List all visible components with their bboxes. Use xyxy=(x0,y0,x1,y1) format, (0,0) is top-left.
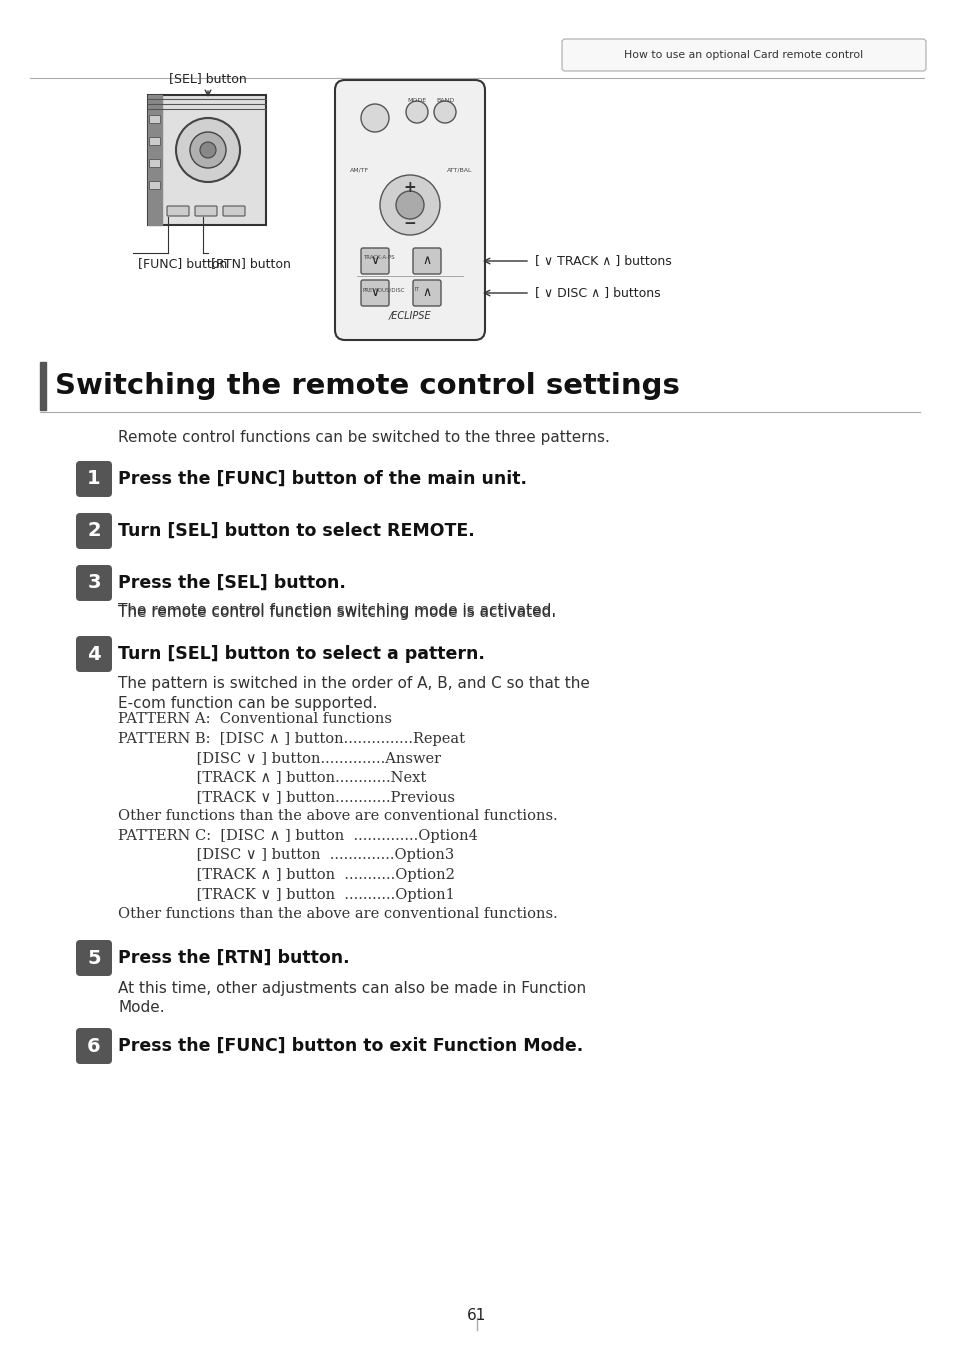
Text: 4: 4 xyxy=(87,645,101,664)
Text: The remote control function switching mode is activated.: The remote control function switching mo… xyxy=(118,603,556,618)
Circle shape xyxy=(360,104,389,131)
Text: E-com function can be supported.: E-com function can be supported. xyxy=(118,696,377,711)
Text: ATT/BAL: ATT/BAL xyxy=(447,168,473,172)
Text: [ ∨ TRACK ∧ ] buttons: [ ∨ TRACK ∧ ] buttons xyxy=(535,255,671,267)
Text: [FUNC] button: [FUNC] button xyxy=(138,257,227,270)
FancyBboxPatch shape xyxy=(561,39,925,70)
FancyBboxPatch shape xyxy=(360,280,389,306)
FancyBboxPatch shape xyxy=(413,248,440,274)
Text: Remote control functions can be switched to the three patterns.: Remote control functions can be switched… xyxy=(118,430,609,444)
Text: [TRACK ∧ ] button  ...........Option2: [TRACK ∧ ] button ...........Option2 xyxy=(118,869,455,882)
Text: ∧: ∧ xyxy=(422,286,431,299)
Text: Switching the remote control settings: Switching the remote control settings xyxy=(55,373,679,400)
FancyBboxPatch shape xyxy=(360,248,389,274)
Text: PREVIOUS/DISC: PREVIOUS/DISC xyxy=(363,287,405,291)
Text: PATTERN B:  [DISC ∧ ] button...............Repeat: PATTERN B: [DISC ∧ ] button.............… xyxy=(118,732,464,745)
FancyBboxPatch shape xyxy=(167,206,189,215)
Bar xyxy=(40,362,46,411)
FancyBboxPatch shape xyxy=(148,95,266,225)
FancyBboxPatch shape xyxy=(76,940,112,976)
Text: ∨: ∨ xyxy=(370,255,379,267)
Text: [SEL] button: [SEL] button xyxy=(169,72,247,85)
Text: 3: 3 xyxy=(87,573,101,592)
Text: [TRACK ∨ ] button  ...........Option1: [TRACK ∨ ] button ...........Option1 xyxy=(118,888,455,901)
Circle shape xyxy=(190,131,226,168)
Text: [DISC ∨ ] button..............Answer: [DISC ∨ ] button..............Answer xyxy=(118,751,440,766)
FancyBboxPatch shape xyxy=(76,1028,112,1064)
Circle shape xyxy=(379,175,439,234)
Text: PATTERN A:  Conventional functions: PATTERN A: Conventional functions xyxy=(118,711,392,726)
Circle shape xyxy=(200,142,215,159)
Text: PATTERN C:  [DISC ∧ ] button  ..............Option4: PATTERN C: [DISC ∧ ] button ............… xyxy=(118,829,477,843)
Text: −: − xyxy=(403,215,416,230)
FancyBboxPatch shape xyxy=(150,115,160,123)
Text: Other functions than the above are conventional functions.: Other functions than the above are conve… xyxy=(118,906,558,921)
Text: Press the [FUNC] button to exit Function Mode.: Press the [FUNC] button to exit Function… xyxy=(118,1037,582,1056)
Text: [RTN] button: [RTN] button xyxy=(211,257,291,270)
Circle shape xyxy=(395,191,423,220)
Text: ∧: ∧ xyxy=(422,255,431,267)
Text: Mode.: Mode. xyxy=(118,1000,165,1015)
Text: Press the [RTN] button.: Press the [RTN] button. xyxy=(118,948,349,967)
Text: 61: 61 xyxy=(467,1308,486,1322)
FancyBboxPatch shape xyxy=(150,137,160,145)
Circle shape xyxy=(434,102,456,123)
FancyBboxPatch shape xyxy=(223,206,245,215)
Text: ∕ECLIPSE: ∕ECLIPSE xyxy=(388,310,431,320)
Text: At this time, other adjustments can also be made in Function: At this time, other adjustments can also… xyxy=(118,981,585,996)
Text: 5: 5 xyxy=(87,948,101,967)
Text: The remote control function switching mode is activated.: The remote control function switching mo… xyxy=(118,604,556,621)
Text: AM/TF: AM/TF xyxy=(350,168,369,172)
Text: How to use an optional Card remote control: How to use an optional Card remote contr… xyxy=(624,50,862,60)
FancyBboxPatch shape xyxy=(335,80,484,340)
Text: IT: IT xyxy=(415,287,419,291)
FancyBboxPatch shape xyxy=(194,206,216,215)
Text: BAND: BAND xyxy=(436,98,454,103)
Text: ∨: ∨ xyxy=(370,286,379,299)
Text: Turn [SEL] button to select a pattern.: Turn [SEL] button to select a pattern. xyxy=(118,645,484,663)
FancyBboxPatch shape xyxy=(76,565,112,602)
FancyBboxPatch shape xyxy=(413,280,440,306)
Text: 1: 1 xyxy=(87,469,101,489)
Circle shape xyxy=(406,102,428,123)
Text: [ ∨ DISC ∧ ] buttons: [ ∨ DISC ∧ ] buttons xyxy=(535,286,659,299)
Text: [TRACK ∨ ] button............Previous: [TRACK ∨ ] button............Previous xyxy=(118,790,455,804)
Text: Turn [SEL] button to select REMOTE.: Turn [SEL] button to select REMOTE. xyxy=(118,522,475,541)
Text: The pattern is switched in the order of A, B, and C so that the: The pattern is switched in the order of … xyxy=(118,676,589,691)
Text: 2: 2 xyxy=(87,522,101,541)
FancyBboxPatch shape xyxy=(76,635,112,672)
Text: Other functions than the above are conventional functions.: Other functions than the above are conve… xyxy=(118,809,558,824)
Bar xyxy=(148,95,162,225)
Text: 6: 6 xyxy=(87,1037,101,1056)
Text: MODE: MODE xyxy=(407,98,426,103)
Text: Press the [FUNC] button of the main unit.: Press the [FUNC] button of the main unit… xyxy=(118,470,526,488)
Text: Press the [SEL] button.: Press the [SEL] button. xyxy=(118,575,346,592)
Circle shape xyxy=(175,118,240,182)
FancyBboxPatch shape xyxy=(76,461,112,497)
Text: TRACK·A·PS: TRACK·A·PS xyxy=(363,255,395,260)
FancyBboxPatch shape xyxy=(76,514,112,549)
Text: [TRACK ∧ ] button............Next: [TRACK ∧ ] button............Next xyxy=(118,771,426,785)
FancyBboxPatch shape xyxy=(150,182,160,190)
FancyBboxPatch shape xyxy=(150,160,160,168)
Text: [DISC ∨ ] button  ..............Option3: [DISC ∨ ] button ..............Option3 xyxy=(118,848,454,863)
Text: +: + xyxy=(403,179,416,195)
